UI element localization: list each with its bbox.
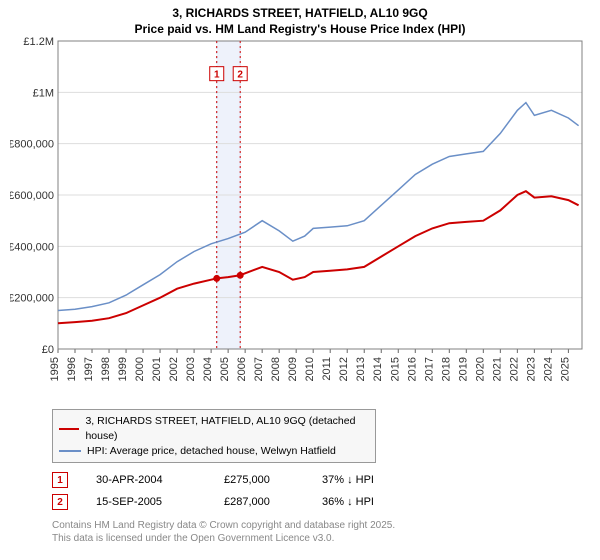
footer-attribution: Contains HM Land Registry data © Crown c…	[52, 519, 600, 545]
x-tick-label: 2011	[321, 357, 333, 381]
legend-label: 3, RICHARDS STREET, HATFIELD, AL10 9GQ (…	[85, 414, 369, 443]
transaction-row: 1 30-APR-2004 £275,000 37% ↓ HPI	[52, 469, 600, 491]
x-tick-label: 2018	[440, 357, 452, 381]
y-tick-label: £1.2M	[23, 37, 54, 48]
x-tick-label: 2023	[525, 357, 537, 381]
transaction-marker: 1	[52, 472, 68, 488]
chart-title: 3, RICHARDS STREET, HATFIELD, AL10 9GQ P…	[0, 0, 600, 37]
legend-row: HPI: Average price, detached house, Welw…	[59, 444, 369, 459]
x-tick-label: 2006	[236, 357, 248, 381]
x-tick-label: 1997	[83, 357, 95, 381]
x-tick-label: 2024	[542, 357, 554, 381]
y-tick-label: £200,000	[10, 293, 54, 305]
transaction-marker-number: 1	[214, 70, 220, 81]
x-tick-label: 2002	[168, 357, 180, 381]
x-tick-label: 1999	[117, 357, 129, 381]
transaction-dot	[237, 272, 244, 279]
transaction-date: 30-APR-2004	[96, 474, 196, 486]
x-tick-label: 2003	[185, 357, 197, 381]
transaction-hpi: 37% ↓ HPI	[322, 474, 412, 486]
transactions-table: 1 30-APR-2004 £275,000 37% ↓ HPI 2 15-SEP-200…	[52, 469, 600, 513]
x-tick-label: 2005	[219, 357, 231, 381]
transaction-hpi: 36% ↓ HPI	[322, 496, 412, 508]
x-tick-label: 2020	[474, 357, 486, 381]
transaction-row: 2 15-SEP-2005 £287,000 36% ↓ HPI	[52, 491, 600, 513]
x-tick-label: 2012	[338, 357, 350, 381]
x-tick-label: 1996	[66, 357, 78, 381]
footer-line-1: Contains HM Land Registry data © Crown c…	[52, 519, 600, 532]
x-tick-label: 2016	[406, 357, 418, 381]
x-tick-label: 2008	[270, 357, 282, 381]
transaction-price: £275,000	[224, 474, 294, 486]
chart-area: £0 £200,000 £400,000 £600,000 £800,000 £1M £1.…	[10, 37, 590, 407]
x-tick-label: 2001	[151, 357, 163, 381]
x-tick-label: 1998	[100, 357, 112, 381]
x-tick-label: 2004	[202, 357, 214, 381]
x-tick-label: 2022	[508, 357, 520, 381]
y-tick-label: £400,000	[10, 242, 54, 254]
series-hpi	[58, 103, 579, 311]
footer-line-2: This data is licensed under the Open Gov…	[52, 532, 600, 545]
x-tick-label: 1995	[49, 357, 61, 381]
x-tick-label: 2014	[372, 357, 384, 381]
y-tick-label: £800,000	[10, 139, 54, 151]
legend-swatch	[59, 450, 81, 452]
transaction-price: £287,000	[224, 496, 294, 508]
x-tick-label: 2013	[355, 357, 367, 381]
series-price_paid	[58, 191, 579, 323]
y-tick-label: £600,000	[10, 190, 54, 202]
legend-swatch	[59, 428, 79, 430]
x-tick-label: 2021	[491, 357, 503, 381]
x-tick-label: 2009	[287, 357, 299, 381]
transaction-marker: 2	[52, 494, 68, 510]
legend-label: HPI: Average price, detached house, Welw…	[87, 444, 336, 459]
x-tick-label: 2019	[457, 357, 469, 381]
x-tick-label: 2017	[423, 357, 435, 381]
legend-row: 3, RICHARDS STREET, HATFIELD, AL10 9GQ (…	[59, 414, 369, 443]
transaction-date: 15-SEP-2005	[96, 496, 196, 508]
legend: 3, RICHARDS STREET, HATFIELD, AL10 9GQ (…	[52, 409, 376, 463]
line-chart-svg: £0 £200,000 £400,000 £600,000 £800,000 £1M £1.…	[10, 37, 590, 407]
x-tick-label: 2007	[253, 357, 265, 381]
x-tick-label: 2025	[559, 357, 571, 381]
transaction-dot	[213, 275, 220, 282]
y-tick-label: £1M	[33, 88, 54, 100]
x-tick-label: 2000	[134, 357, 146, 381]
x-tick-label: 2015	[389, 357, 401, 381]
title-line-2: Price paid vs. HM Land Registry's House …	[0, 22, 600, 38]
title-line-1: 3, RICHARDS STREET, HATFIELD, AL10 9GQ	[0, 6, 600, 22]
x-tick-label: 2010	[304, 357, 316, 381]
transaction-marker-number: 2	[237, 70, 243, 81]
y-tick-label: £0	[42, 344, 54, 356]
